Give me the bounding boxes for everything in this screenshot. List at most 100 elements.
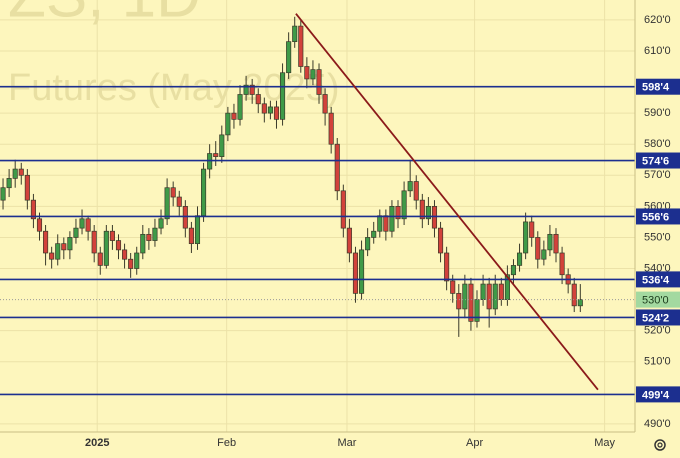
candle-body [79, 218, 85, 229]
candle-body [85, 218, 91, 232]
candle-body [571, 283, 577, 307]
y-tick-label: 550'0 [644, 231, 671, 243]
candle-body [486, 283, 492, 310]
candle-body [273, 106, 280, 120]
level-label: 598'4 [642, 82, 670, 94]
candle-body [55, 243, 61, 260]
gear-center[interactable] [657, 442, 663, 448]
candle-body [371, 230, 377, 238]
y-tick-label: 570'0 [644, 169, 671, 181]
x-tick-label: 2025 [85, 437, 109, 449]
candle-body [510, 265, 517, 276]
level-label-box [636, 386, 680, 403]
candle-body [310, 69, 316, 80]
candle-body [523, 221, 529, 254]
candle-body [134, 252, 140, 269]
level-label: 556'6 [642, 211, 669, 223]
level-label-box [636, 271, 680, 288]
candle-body [413, 181, 419, 201]
candle-body [103, 230, 109, 266]
candle-body [67, 237, 73, 251]
y-tick-label: 490'0 [644, 418, 671, 430]
candle-body [225, 112, 231, 136]
candle-body [201, 168, 207, 217]
candle-body [109, 230, 115, 241]
candle-body [280, 72, 286, 120]
candle-body [170, 187, 176, 198]
candle-body [249, 84, 255, 95]
candle-body [425, 206, 431, 220]
gear[interactable] [654, 439, 666, 451]
candle-body [231, 112, 237, 120]
candle-body [498, 283, 504, 300]
candle-body [43, 230, 49, 254]
candle-body [122, 249, 128, 260]
level-label: 524'2 [642, 312, 669, 324]
plot [0, 13, 635, 396]
level-label-box [636, 208, 680, 225]
x-tick-label: Feb [217, 437, 236, 449]
candle-body [383, 215, 389, 232]
candle-body [298, 25, 304, 67]
candle-body [322, 94, 328, 114]
candle-body [401, 190, 407, 220]
last-price-box [636, 291, 680, 308]
candle-body [377, 215, 383, 232]
y-tick-label: 520'0 [644, 325, 671, 337]
candle-body [255, 94, 261, 105]
trendline [295, 13, 599, 391]
candle-body [128, 258, 134, 269]
candle-body [164, 187, 170, 220]
candle-body [261, 103, 267, 114]
candle-body [328, 112, 334, 145]
candle-body [553, 233, 559, 254]
candle-body [340, 190, 346, 229]
candle-body [219, 134, 225, 157]
candle-body [559, 252, 565, 276]
candle-body [6, 178, 12, 189]
level-label-box [636, 309, 680, 326]
level-label: 536'4 [642, 274, 670, 286]
x-tick-label: Mar [337, 437, 356, 449]
level-label-box [636, 78, 680, 95]
candle-body [194, 215, 201, 245]
candle-body [334, 143, 340, 192]
candle-body [188, 227, 194, 245]
x-tick-label: Apr [466, 437, 483, 449]
candle-body [0, 187, 6, 201]
candle-body [243, 84, 249, 95]
candle-body [359, 249, 365, 294]
candle-body [352, 252, 359, 294]
candle-body [304, 66, 310, 80]
candle-body [91, 230, 97, 254]
level-label-box [636, 152, 680, 169]
x-tick-label: May [594, 437, 615, 449]
candle-body [24, 174, 30, 201]
candle-body [12, 168, 18, 179]
candle-body [346, 227, 352, 254]
candle-body [547, 233, 553, 251]
candle-body [541, 249, 547, 260]
candle-body [365, 237, 371, 251]
candle-body [462, 283, 468, 310]
candle-body [73, 227, 79, 238]
watermark-subtitle: Futures (May 2025) [8, 67, 340, 109]
y-tick-label: 620'0 [644, 14, 671, 26]
y-tick-label: 580'0 [644, 138, 671, 150]
axes: 620'0610'0590'0580'0570'0560'0550'0540'0… [85, 14, 680, 449]
candle-body [419, 199, 425, 220]
candle-body [480, 283, 486, 300]
watermark-title: ZS, 1D [8, 0, 201, 30]
candle-body [158, 218, 164, 229]
candle-body [450, 280, 456, 294]
y-tick-label: 510'0 [644, 356, 671, 368]
candle-body [176, 196, 182, 207]
level-label: 574'6 [642, 155, 669, 167]
settings-icon[interactable] [654, 439, 666, 451]
candle-body [407, 181, 413, 192]
level-label: 499'4 [642, 389, 670, 401]
last-price-label: 530'0 [642, 295, 669, 307]
candle-body [213, 153, 219, 157]
